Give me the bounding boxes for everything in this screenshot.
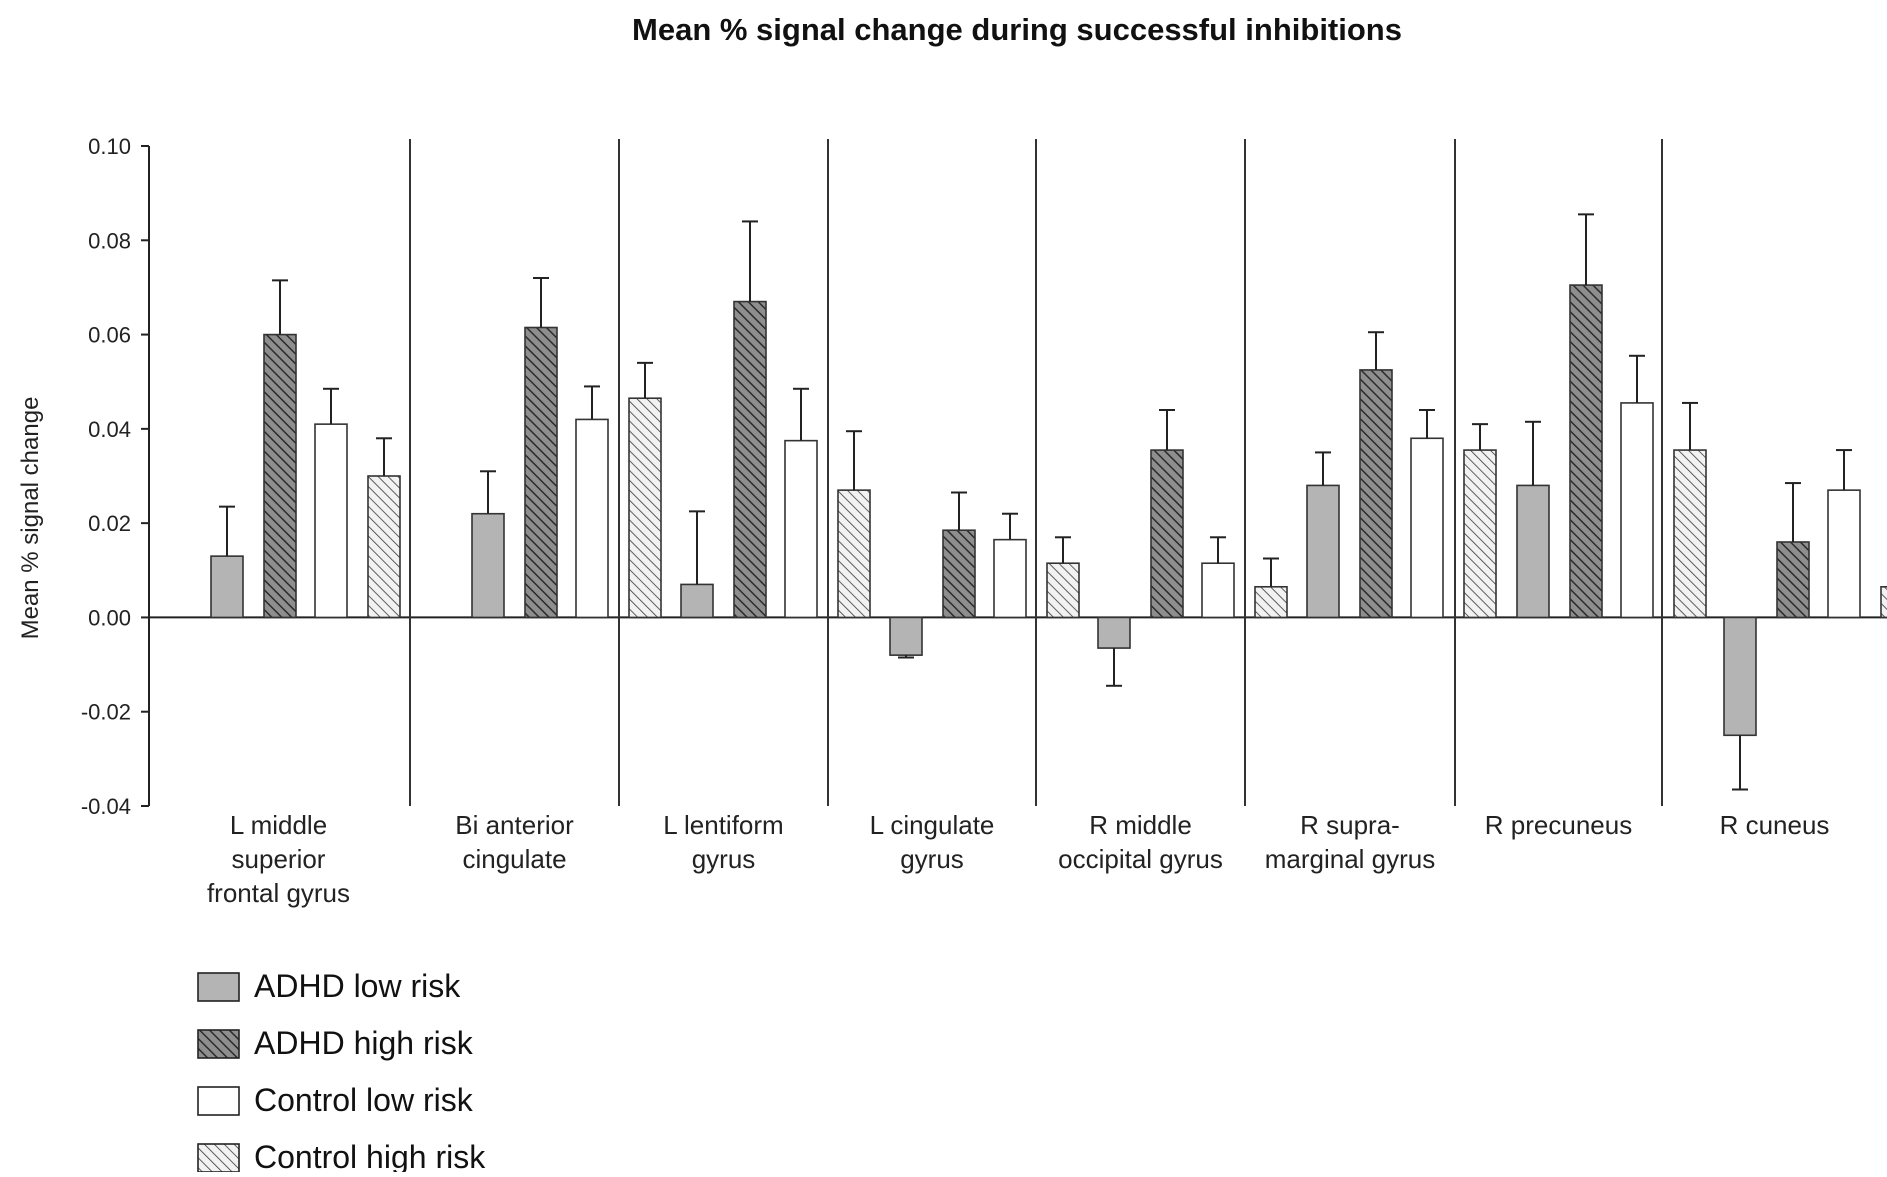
bar xyxy=(784,439,818,619)
y-axis-label: Mean % signal change xyxy=(17,397,44,640)
bar xyxy=(263,333,297,619)
bar xyxy=(1201,562,1235,619)
bar xyxy=(1463,449,1497,619)
legend-label: Control high risk xyxy=(254,1139,486,1172)
bar xyxy=(367,475,401,619)
bar xyxy=(733,300,767,619)
bar xyxy=(471,512,505,619)
y-tick-label: 0.04 xyxy=(88,417,131,442)
bar xyxy=(1776,541,1810,619)
y-tick-label: -0.04 xyxy=(81,794,131,819)
y-tick-label: 0.00 xyxy=(88,605,131,630)
bar xyxy=(680,583,714,619)
x-category-label: Bi anterior cingulate xyxy=(455,810,574,874)
legend-swatch xyxy=(197,1029,240,1059)
bar xyxy=(1569,284,1603,619)
bar xyxy=(1516,484,1550,619)
bar xyxy=(942,529,976,619)
legend-swatch xyxy=(197,1143,240,1173)
bar xyxy=(1097,616,1131,649)
y-tick-label: 0.10 xyxy=(88,134,131,159)
bar xyxy=(1673,449,1707,619)
bar xyxy=(314,423,348,619)
bar xyxy=(524,326,558,619)
legend-label: Control low risk xyxy=(254,1082,474,1118)
bar xyxy=(628,397,662,619)
bar xyxy=(1880,585,1887,619)
bar xyxy=(575,418,609,619)
bar xyxy=(1410,437,1444,619)
x-category-label: R cuneus xyxy=(1720,810,1830,840)
legend-swatch xyxy=(197,972,240,1002)
legend-label: ADHD low risk xyxy=(254,968,461,1004)
legend-swatch xyxy=(197,1086,240,1116)
y-tick-label: 0.08 xyxy=(88,228,131,253)
x-category-label: R precuneus xyxy=(1485,810,1632,840)
y-tick-label: 0.06 xyxy=(88,323,131,348)
x-category-label: L lentiform gyrus xyxy=(663,810,783,874)
bar xyxy=(1150,449,1184,619)
bar xyxy=(1254,585,1288,619)
bar xyxy=(1359,369,1393,619)
legend: ADHD low risk ADHD high risk Control low r… xyxy=(197,968,486,1175)
bar xyxy=(1620,402,1654,619)
bar xyxy=(1723,616,1757,737)
bar xyxy=(1306,484,1340,619)
bar xyxy=(210,555,244,619)
chart-title: Mean % signal change during successful i… xyxy=(632,12,1402,47)
x-category-label: R middle occipital gyrus xyxy=(1058,810,1223,874)
x-category-label: L middle superior frontal gyrus xyxy=(207,810,350,908)
legend-label: ADHD high risk xyxy=(254,1025,474,1061)
x-category-label: L cingulate gyrus xyxy=(870,810,995,874)
y-tick-label: -0.02 xyxy=(81,700,131,725)
bar xyxy=(1046,562,1080,619)
bar xyxy=(837,489,871,619)
y-tick-label: 0.02 xyxy=(88,511,131,536)
x-category-label: R supra-marginal gyrus xyxy=(1265,810,1436,874)
bar xyxy=(1827,489,1861,619)
plot-area: 0.10 0.08 0.06 0.04 0.02 0.00 -0.02 -0.04 L midd… xyxy=(81,134,1887,908)
bar xyxy=(889,616,923,656)
bar xyxy=(993,538,1027,619)
